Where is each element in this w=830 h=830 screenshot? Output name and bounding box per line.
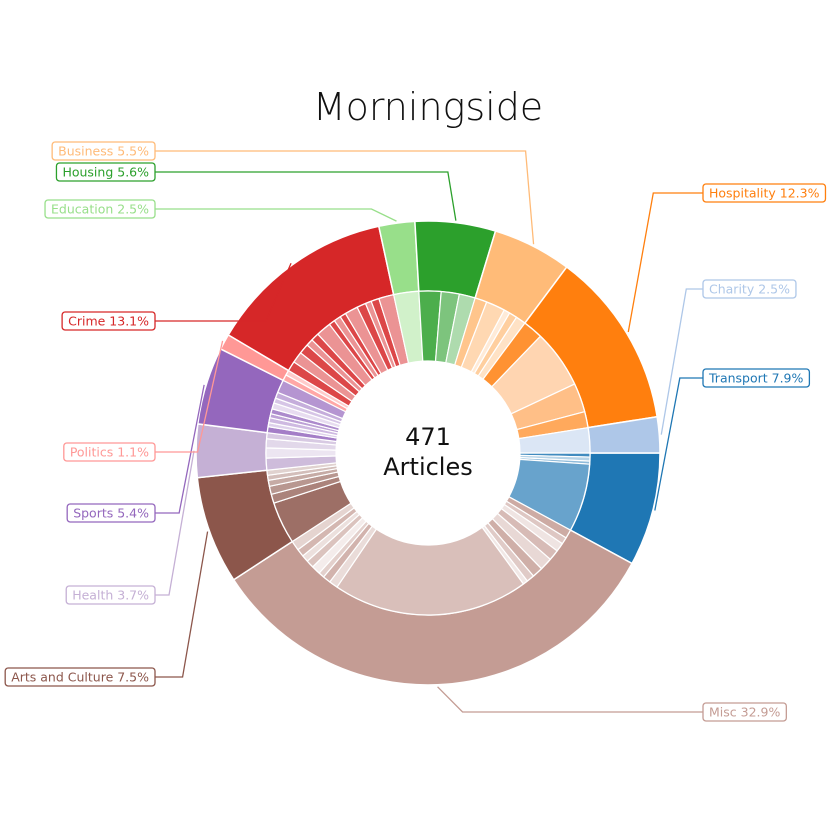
leader-charity <box>660 288 703 435</box>
label-text-politics: Politics 1.1% <box>70 445 149 460</box>
label-text-hospitality: Hospitality 12.3% <box>709 186 820 201</box>
label-arts-and-culture: Arts and Culture 7.5% <box>4 667 156 687</box>
label-text-crime: Crime 13.1% <box>68 314 149 329</box>
leader-hospitality <box>627 192 703 333</box>
label-sports: Sports 5.4% <box>66 503 156 523</box>
label-box-arts-and-culture <box>4 667 156 687</box>
center-unit: Articles <box>383 453 473 481</box>
leader-health <box>155 450 195 596</box>
label-text-business: Business 5.5% <box>58 144 149 159</box>
label-box-crime <box>61 311 156 331</box>
label-housing: Housing 5.6% <box>55 162 156 182</box>
chart-title: Morningside <box>313 85 543 129</box>
label-text-education: Education 2.5% <box>51 202 149 217</box>
label-text-misc: Misc 32.9% <box>709 705 780 720</box>
label-misc: Misc 32.9% <box>702 702 787 722</box>
label-box-misc <box>702 702 787 722</box>
leader-sports <box>155 384 205 514</box>
center-count: 471 <box>405 423 451 451</box>
leader-politics <box>155 340 224 453</box>
leader-misc <box>437 686 703 713</box>
label-box-education <box>44 199 156 219</box>
label-box-hospitality <box>702 183 827 203</box>
label-text-transport: Transport 7.9% <box>708 371 804 386</box>
leader-business <box>155 150 535 245</box>
label-box-sports <box>66 503 156 523</box>
leader-education <box>155 208 397 222</box>
chart-rings <box>195 220 661 686</box>
label-text-charity: Charity 2.5% <box>709 282 790 297</box>
label-text-health: Health 3.7% <box>72 588 149 603</box>
label-business: Business 5.5% <box>51 141 156 161</box>
leader-transport <box>654 377 703 511</box>
label-charity: Charity 2.5% <box>702 279 797 299</box>
label-box-charity <box>702 279 797 299</box>
label-transport: Transport 7.9% <box>702 368 811 388</box>
label-crime: Crime 13.1% <box>61 311 156 331</box>
label-politics: Politics 1.1% <box>63 442 156 462</box>
label-hospitality: Hospitality 12.3% <box>702 183 827 203</box>
label-health: Health 3.7% <box>65 585 156 605</box>
label-leaders <box>155 150 703 713</box>
label-box-business <box>51 141 156 161</box>
label-text-sports: Sports 5.4% <box>73 506 149 521</box>
label-box-politics <box>63 442 156 462</box>
label-box-transport <box>702 368 811 388</box>
label-text-housing: Housing 5.6% <box>62 165 149 180</box>
leader-arts-and-culture <box>155 531 209 678</box>
label-box-housing <box>55 162 156 182</box>
leader-housing <box>155 171 457 221</box>
label-education: Education 2.5% <box>44 199 156 219</box>
leader-crime <box>155 263 292 322</box>
subslice-charity[interactable] <box>518 426 591 454</box>
segment-labels: Transport 7.9% Misc 32.9% Arts and Culture… <box>4 141 827 722</box>
label-box-health <box>65 585 156 605</box>
label-text-arts-and-culture: Arts and Culture 7.5% <box>11 670 149 685</box>
